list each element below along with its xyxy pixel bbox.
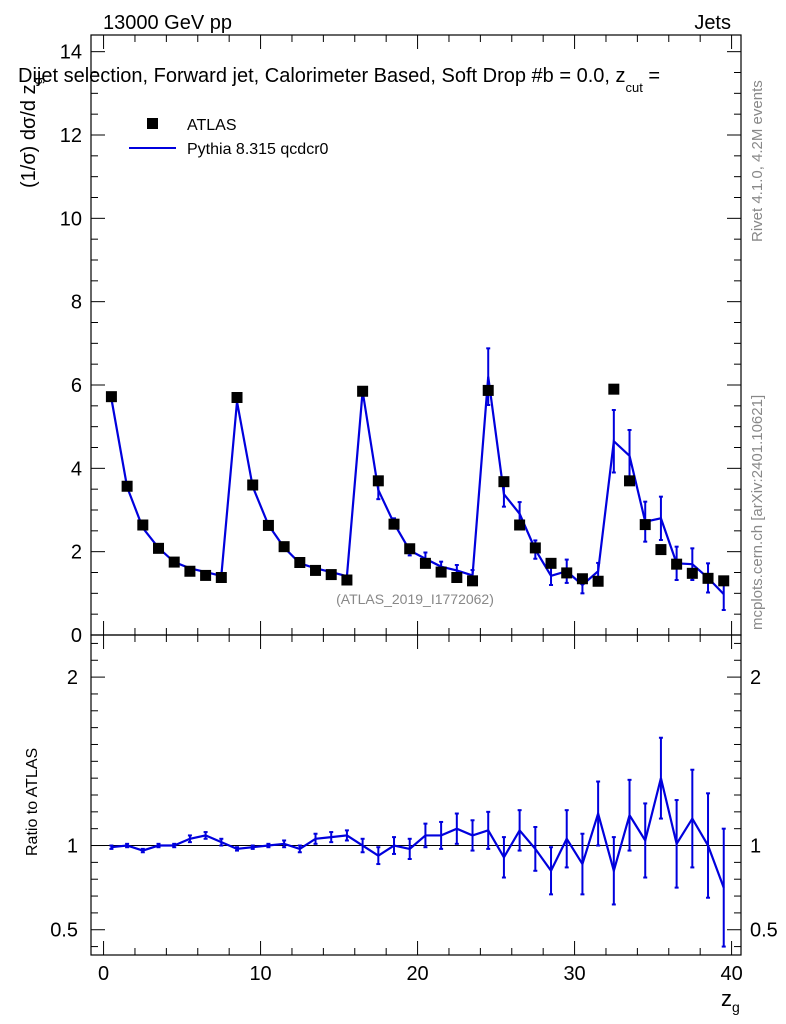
atlas-data-point bbox=[168, 556, 180, 568]
main-y-label: (1/σ) dσ/d zg bbox=[18, 77, 45, 188]
atlas-data-point bbox=[451, 572, 463, 583]
atlas-data-point bbox=[325, 569, 337, 581]
atlas-data-point bbox=[184, 565, 196, 577]
atlas-data-point bbox=[435, 566, 447, 578]
atlas-data-point bbox=[121, 480, 133, 492]
atlas-data-point bbox=[702, 572, 714, 584]
main-y-tick-label: 6 bbox=[71, 375, 82, 397]
atlas-data-point bbox=[105, 391, 117, 403]
atlas-data-point bbox=[514, 519, 526, 531]
main-y-label-sub: g bbox=[30, 77, 45, 84]
ratio-y-tick-label-left: 0.5 bbox=[50, 920, 78, 942]
main-y-tick-label: 8 bbox=[71, 292, 82, 314]
atlas-data-point bbox=[278, 541, 290, 553]
atlas-data-point bbox=[215, 572, 227, 583]
atlas-data-point bbox=[608, 383, 620, 395]
main-y-tick-label: 10 bbox=[60, 208, 82, 230]
ratio-y-tick-label-right: 1 bbox=[750, 836, 761, 858]
x-tick-label: 30 bbox=[563, 963, 585, 985]
atlas-data-point bbox=[294, 557, 306, 568]
atlas-data-point bbox=[592, 575, 604, 587]
main-y-tick-label: 12 bbox=[60, 125, 82, 147]
atlas-data-point bbox=[341, 574, 353, 586]
side-rivet-label: Rivet 4.1.0, 4.2M events bbox=[749, 80, 766, 242]
atlas-data-point bbox=[655, 544, 667, 556]
plot-title: Dijet selection, Forward jet, Calorimete… bbox=[18, 65, 660, 95]
ratio-y-label: Ratio to ATLAS bbox=[24, 748, 41, 856]
atlas-data-point bbox=[357, 385, 369, 397]
ratio-axes: 0 10 20 30 40 0.5 0.5 1 1 2 2 bbox=[50, 635, 778, 985]
x-axis-label: zg bbox=[721, 986, 740, 1015]
energy-label: 13000 GeV pp bbox=[103, 12, 232, 34]
plot-title-sub: cut bbox=[626, 80, 644, 95]
ratio-y-tick-label-left: 1 bbox=[67, 836, 78, 858]
atlas-data-point bbox=[482, 384, 494, 396]
atlas-data-point bbox=[671, 558, 683, 570]
atlas-data-point bbox=[467, 575, 479, 587]
plot-title-tail: = bbox=[643, 65, 660, 87]
atlas-data-point bbox=[529, 542, 541, 554]
main-y-tick-label: 0 bbox=[71, 625, 82, 647]
x-tick-label: 40 bbox=[720, 963, 742, 985]
atlas-data-point bbox=[231, 392, 243, 403]
legend-atlas-label: ATLAS bbox=[187, 117, 237, 134]
main-y-tick-label: 2 bbox=[71, 542, 82, 564]
side-mcplots-label: mcplots.cern.ch [arXiv:2401.10621] bbox=[749, 395, 766, 630]
atlas-data-point bbox=[718, 575, 730, 587]
atlas-data-point bbox=[498, 476, 510, 488]
atlas-data-point bbox=[262, 519, 274, 531]
ratio-y-tick-label-left: 2 bbox=[67, 667, 78, 689]
main-y-tick-label: 4 bbox=[71, 458, 82, 480]
x-axis-label-text: z bbox=[721, 986, 732, 1011]
ratio-line bbox=[111, 777, 725, 889]
legend-atlas-marker bbox=[147, 118, 158, 129]
atlas-data-point bbox=[419, 557, 431, 569]
atlas-data-point bbox=[137, 519, 149, 531]
x-tick-label: 10 bbox=[249, 963, 271, 985]
plot-title-main: Dijet selection, Forward jet, Calorimete… bbox=[18, 65, 626, 87]
ratio-panel-frame bbox=[90, 634, 742, 956]
atlas-data-point bbox=[310, 564, 322, 576]
x-axis-label-sub: g bbox=[732, 999, 740, 1015]
main-y-tick-label: 14 bbox=[60, 42, 82, 64]
atlas-data-point bbox=[153, 542, 165, 554]
x-tick-label: 20 bbox=[406, 963, 428, 985]
atlas-data-point bbox=[404, 543, 416, 555]
atlas-data-point bbox=[639, 519, 651, 531]
main-y-label-text: (1/σ) dσ/d z bbox=[18, 84, 40, 188]
atlas-data-point bbox=[247, 479, 259, 491]
ratio-marks bbox=[91, 736, 741, 948]
atlas-data-point bbox=[561, 567, 573, 579]
main-axes: 0 2 4 6 8 10 12 14 bbox=[60, 35, 741, 647]
atlas-data-point bbox=[686, 567, 698, 579]
ratio-y-tick-label-right: 2 bbox=[750, 667, 761, 689]
atlas-data-point bbox=[576, 573, 588, 585]
analysis-watermark: (ATLAS_2019_I1772062) bbox=[336, 591, 494, 607]
main-marks bbox=[105, 347, 730, 611]
atlas-data-point bbox=[372, 475, 384, 487]
atlas-data-point bbox=[545, 557, 557, 569]
x-tick-label: 0 bbox=[98, 963, 109, 985]
pythia-line bbox=[110, 376, 725, 595]
atlas-data-point bbox=[388, 518, 400, 530]
category-label: Jets bbox=[694, 12, 731, 34]
atlas-data-point bbox=[624, 475, 636, 487]
legend-pythia-label: Pythia 8.315 qcdcr0 bbox=[187, 141, 329, 158]
ratio-y-tick-label-right: 0.5 bbox=[750, 920, 778, 942]
atlas-data-point bbox=[200, 569, 212, 581]
